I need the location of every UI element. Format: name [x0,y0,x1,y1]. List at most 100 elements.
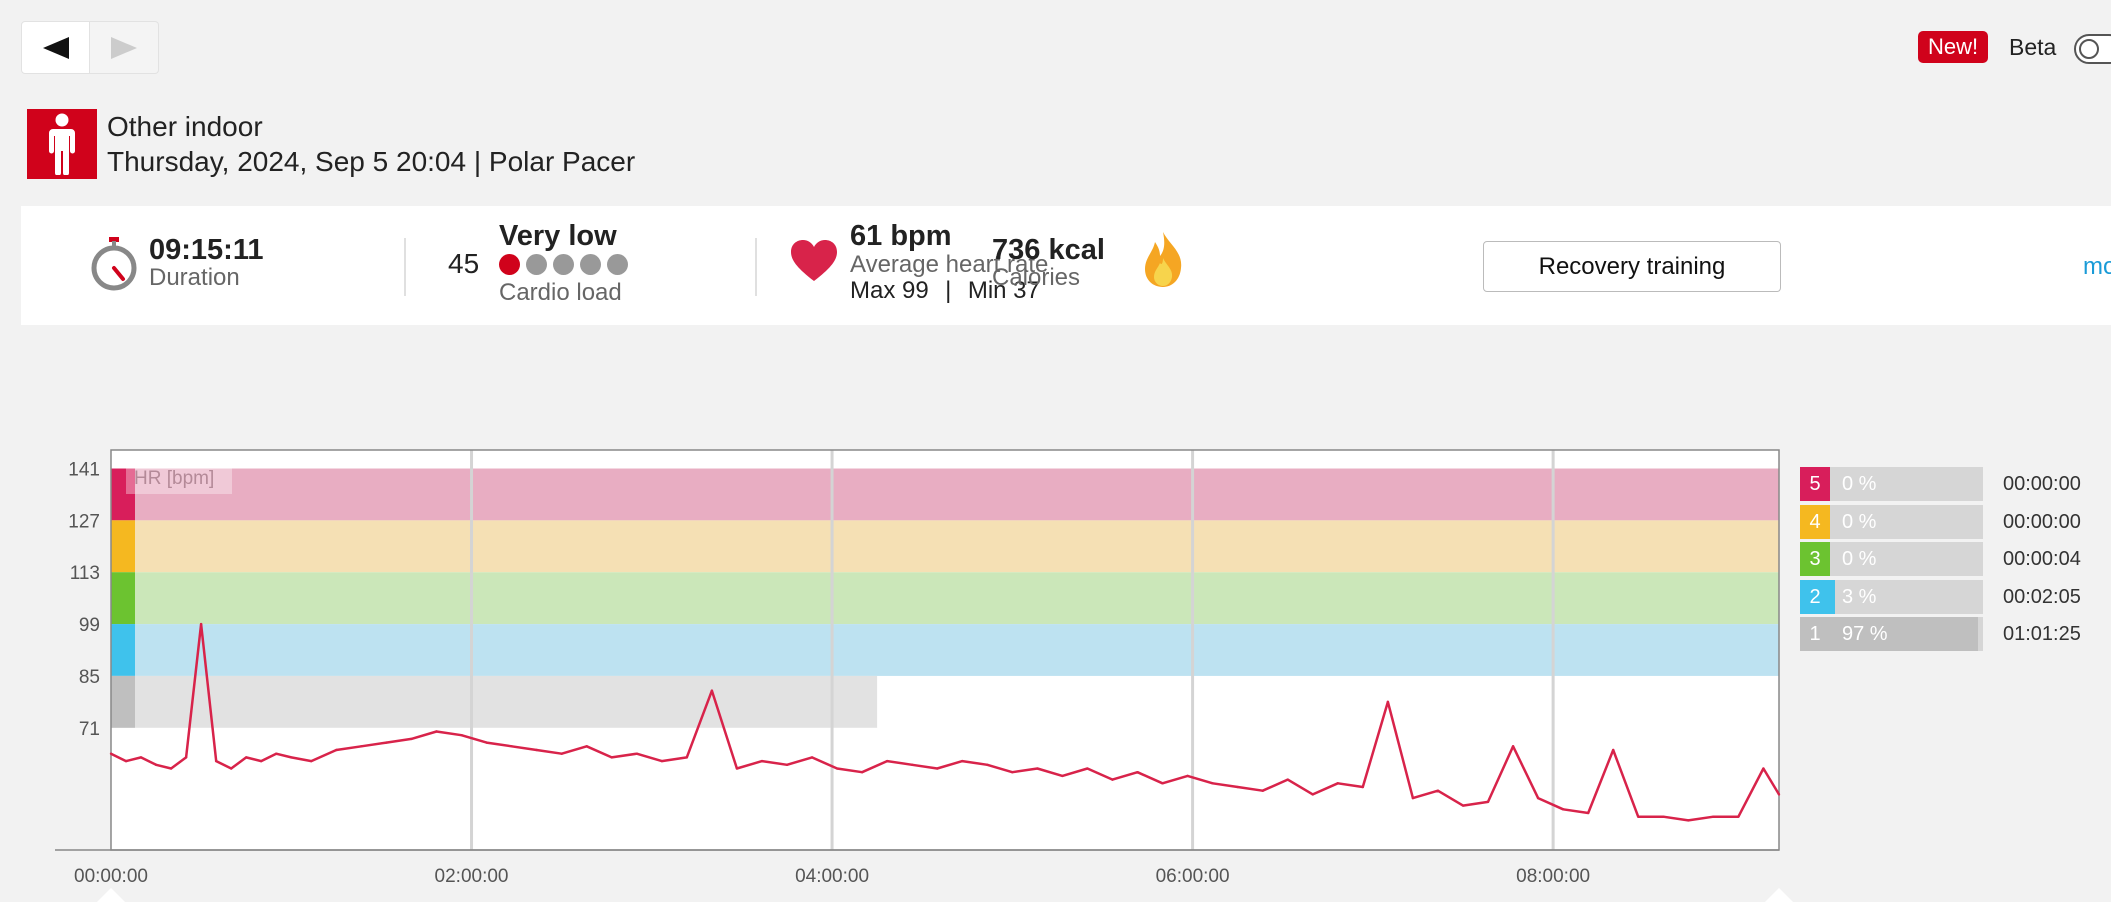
heart-rate-point [1762,767,1765,770]
zone-band-4 [111,520,1779,573]
training-benefit-button[interactable]: Recovery training [1483,241,1781,292]
zone-percent-bar: 0 % [1830,542,1983,576]
zone-marker-1 [111,675,135,728]
zone-band-3 [111,572,1779,625]
heart-rate-point [1011,771,1014,774]
cardio-load-score: 45 [448,248,480,279]
zone-time-label: 00:00:04 [2003,548,2081,570]
range-end-handle [1765,888,1793,902]
y-tick-label: 85 [79,667,100,688]
zone-percent-label: 3 % [1842,586,1877,608]
heart-rate-point [1036,767,1039,770]
heart-rate-point [585,745,588,748]
y-tick-label: 141 [68,460,100,481]
heart-rate-point [244,756,248,759]
min-heart-rate: Min 37 [967,277,1040,304]
triangle-left-icon [42,36,69,59]
heart-rate-point [735,767,739,770]
person-standing-icon [49,113,75,175]
summary-bar: 09:15:11 Duration 45 Very low Cardio loa… [21,206,2111,325]
heart-rate-point [860,771,864,774]
x-tick-label: 06:00:00 [1156,866,1230,887]
heart-rate-point [199,622,203,626]
heart-rate-point [214,759,218,763]
divider [755,238,757,296]
heart-rate-point [885,759,889,763]
range-start-handle [97,888,125,902]
x-tick-label: 08:00:00 [1516,866,1590,887]
y-tick-label: 99 [79,615,100,636]
zone-time-label: 00:00:00 [2003,473,2081,495]
heart-rate-point [1737,815,1740,818]
more-link[interactable]: mo [2083,253,2111,280]
heart-rate-point [275,752,278,755]
zone-percent-label: 0 % [1842,473,1877,495]
heart-rate-point [260,759,263,763]
x-tick-label: 04:00:00 [795,866,869,887]
heart-rate-point [1586,811,1590,815]
load-dot [526,254,547,275]
heart-icon [791,240,837,281]
heart-rate-point [660,759,664,763]
heart-rate-point [1336,782,1340,785]
beta-label: Beta [2009,34,2057,60]
calories-value: 736 kcal [992,234,1105,266]
heart-rate-point [435,730,438,733]
heart-rate-point [460,733,463,737]
heart-rate-point [1311,793,1314,796]
heart-rate-point [124,759,128,763]
triangle-right-icon [111,36,137,59]
y-tick-label: 113 [70,563,100,584]
heart-rate-point [1286,778,1289,781]
heart-rate-point [1061,774,1064,778]
heart-rate-point [1161,782,1164,785]
zone-band-5 [111,468,1779,521]
heart-rate-point [835,767,839,770]
new-badge: New! [1918,31,1989,63]
heart-rate-point [1637,815,1640,818]
y-tick-label: 127 [68,511,100,532]
zone-band-1 [111,675,878,728]
zone-percent-bar: 97 % [1830,617,1983,651]
heart-rate-point [936,767,939,770]
next-session-button[interactable] [90,21,159,74]
zone-number: 1 [1800,617,1830,651]
heart-rate-point [1511,745,1515,748]
heart-rate-point [910,763,914,767]
previous-session-button[interactable] [21,21,90,74]
heart-rate-point [410,737,413,741]
zone-percent-fill [1830,617,1979,651]
heart-rate-point [385,741,388,744]
heart-rate-point [1486,800,1490,804]
zone-time-label: 01:01:25 [2003,623,2081,645]
zone-percent-label: 0 % [1842,511,1877,533]
zone-marker-5 [111,468,135,521]
heart-rate-point [154,763,158,767]
load-dot [580,254,601,275]
heart-rate-point [1536,796,1540,800]
avg-heart-rate-value: 61 bpm [850,220,952,252]
y-tick-label: 71 [79,719,100,740]
zone-marker-4 [111,520,135,573]
heart-rate-point [1461,804,1465,807]
load-dot [607,254,628,275]
toggle-knob [2079,39,2099,59]
heart-rate-point [635,752,638,755]
heart-rate-point [986,763,989,767]
heart-rate-point [184,756,188,759]
heart-rate-point [1361,785,1365,789]
zone-time-label: 00:00:00 [2003,511,2081,533]
cardio-load-dots [499,254,634,276]
beta-toggle[interactable] [2074,34,2111,64]
heart-rate-point [1111,778,1114,781]
max-heart-rate: Max 99 [850,277,929,304]
heart-rate-point [685,756,689,759]
zone-marker-3 [111,572,135,625]
heart-rate-chart[interactable]: 141 127 113 99 85 71 00:00:00 02:00:00 04:00:00 0… [0,430,2111,902]
heart-rate-point [510,745,513,748]
sport-name: Other indoor [107,111,263,142]
heart-rate-point [1411,796,1415,800]
heart-rate-point [335,748,338,752]
heart-rate-point [961,759,964,763]
heart-rate-point [109,752,113,755]
